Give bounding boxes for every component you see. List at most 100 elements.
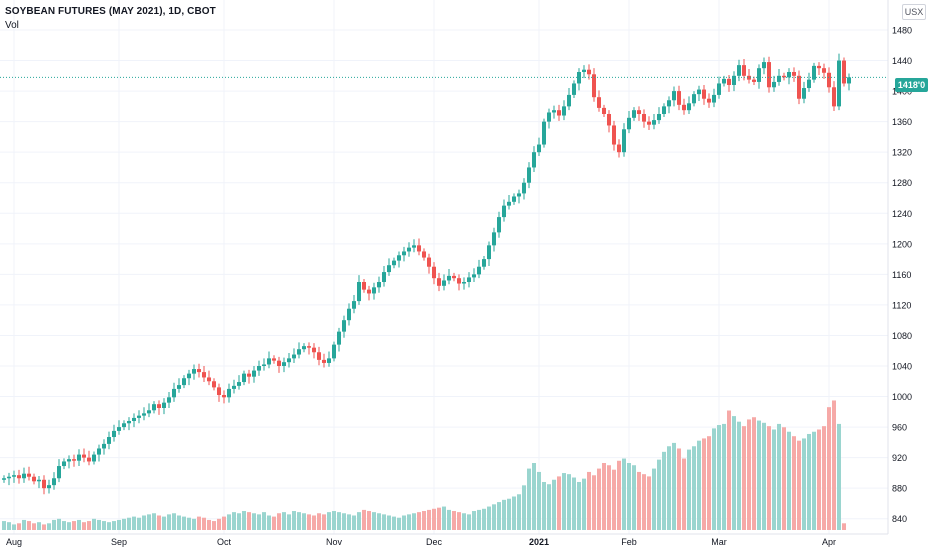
volume-bar <box>662 451 666 530</box>
volume-bar <box>437 507 441 530</box>
volume-bar <box>837 423 841 530</box>
candle-body <box>752 79 756 82</box>
volume-bar <box>167 514 171 530</box>
volume-bar <box>687 449 691 530</box>
volume-bar <box>207 519 211 530</box>
candle-body <box>627 117 631 130</box>
candle-body <box>632 110 636 118</box>
volume-bar <box>312 515 316 530</box>
currency-button[interactable]: USX <box>902 4 926 20</box>
candle-body <box>132 417 136 421</box>
volume-bar <box>522 485 526 530</box>
candlesticks <box>2 53 851 495</box>
volume-bar <box>712 428 716 530</box>
candle-body <box>782 75 786 78</box>
candle-body <box>177 385 181 389</box>
volume-bar <box>17 523 21 530</box>
price-tick-label: 880 <box>892 484 907 494</box>
time-tick-label: 2021 <box>529 537 549 547</box>
volume-bar <box>307 514 311 530</box>
candle-body <box>102 443 106 449</box>
candle-body <box>377 282 381 288</box>
volume-bar <box>492 504 496 530</box>
volume-bar <box>297 512 301 530</box>
volume-bar <box>127 517 131 530</box>
candle-body <box>757 68 761 82</box>
volume-bar <box>12 524 16 530</box>
candle-body <box>712 94 716 103</box>
candle-body <box>92 454 96 462</box>
candle-body <box>97 448 101 455</box>
candle-body <box>457 278 461 284</box>
candle-body <box>367 289 371 294</box>
candle-body <box>297 349 301 355</box>
volume-bar <box>287 514 291 530</box>
volume-bars <box>2 400 846 530</box>
candle-body <box>692 94 696 104</box>
volume-bar <box>812 431 816 530</box>
volume-bar <box>722 423 726 530</box>
volume-bar <box>452 511 456 530</box>
candle-body <box>847 77 851 84</box>
volume-bar <box>542 481 546 530</box>
volume-bar <box>552 479 556 530</box>
volume-bar <box>652 468 656 530</box>
candle-body <box>267 358 271 365</box>
candle-body <box>347 308 351 321</box>
candle-body <box>442 280 446 286</box>
volume-bar <box>577 481 581 530</box>
time-tick-label: Sep <box>111 537 127 547</box>
volume-bar <box>97 519 101 530</box>
volume-bar <box>737 421 741 530</box>
candle-body <box>192 369 196 374</box>
volume-bar <box>347 514 351 530</box>
candle-body <box>502 205 506 218</box>
candle-body <box>357 282 361 302</box>
volume-bar <box>197 516 201 530</box>
volume-bar <box>507 498 511 530</box>
volume-bar <box>282 512 286 530</box>
candle-body <box>257 366 261 371</box>
candle-body <box>552 110 556 113</box>
chart-grid <box>0 0 888 534</box>
candle-body <box>2 478 6 480</box>
volume-bar <box>187 517 191 530</box>
volume-bar <box>67 522 71 530</box>
volume-bar <box>32 523 36 530</box>
candle-body <box>372 287 376 294</box>
candle-body <box>337 331 341 345</box>
candle-body <box>717 83 721 95</box>
candle-body <box>322 359 326 363</box>
volume-bar <box>752 417 756 530</box>
volume-bar <box>512 496 516 530</box>
candle-body <box>562 106 566 116</box>
candle-body <box>387 265 391 273</box>
candle-body <box>647 121 651 125</box>
candle-body <box>362 282 366 290</box>
candle-body <box>407 247 411 252</box>
volume-bar <box>92 518 96 530</box>
volume-bar <box>387 515 391 530</box>
volume-bar <box>617 460 621 530</box>
volume-bar <box>407 514 411 530</box>
volume-bar <box>432 508 436 530</box>
candle-body <box>437 278 441 286</box>
volume-bar <box>667 446 671 530</box>
price-axis: 840 880 920 960 1000 1040 1080 1120 1160 1200 1240… <box>892 26 912 525</box>
candle-body <box>52 478 56 486</box>
candle-body <box>822 68 826 73</box>
candle-body <box>462 282 466 284</box>
volume-bar <box>267 515 271 530</box>
candle-body <box>217 387 221 396</box>
volume-bar <box>602 463 606 530</box>
volume-bar <box>807 433 811 530</box>
price-tick-label: 1480 <box>892 26 912 36</box>
volume-bar <box>137 517 141 530</box>
candle-body <box>682 104 686 111</box>
price-tick-label: 1440 <box>892 56 912 66</box>
candle-body <box>817 65 821 69</box>
volume-bar <box>212 521 216 530</box>
volume-bar <box>262 512 266 530</box>
time-tick-label: Aug <box>6 537 22 547</box>
